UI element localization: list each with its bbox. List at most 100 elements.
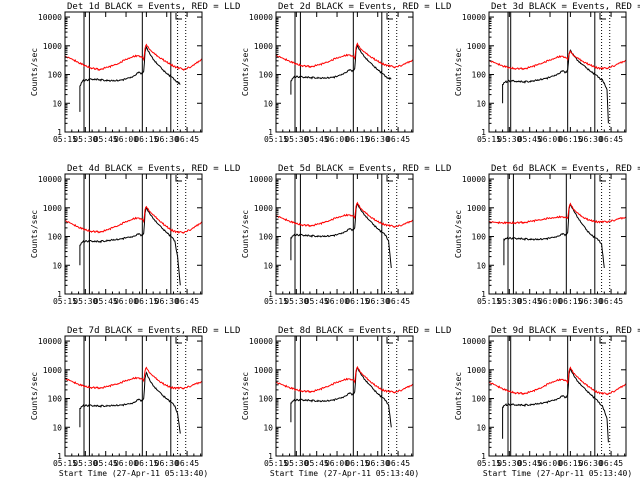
- x-tick-label: 05:15: [264, 297, 288, 306]
- flag-marker: [599, 175, 606, 182]
- x-tick-label: 05:15: [53, 135, 77, 144]
- x-tick-label: 06:30: [579, 135, 603, 144]
- y-tick-label: 1000: [467, 366, 486, 375]
- x-tick-label: 06:15: [558, 297, 582, 306]
- plot-frame: [64, 335, 203, 457]
- plot-frame: [64, 11, 203, 133]
- x-tick-label: 06:45: [386, 459, 410, 468]
- x-tick-label: 06:45: [175, 459, 199, 468]
- y-axis-label: Counts/sec: [30, 48, 39, 96]
- flag-marker: [386, 175, 393, 182]
- y-axis-label: Counts/sec: [241, 372, 250, 420]
- x-tick-label: 06:15: [345, 297, 369, 306]
- x-tick-label: 05:45: [518, 135, 542, 144]
- x-tick-label: 05:45: [94, 297, 118, 306]
- flag-marker: [599, 13, 606, 20]
- y-tick-label: 1: [268, 290, 273, 299]
- panel-title: Det 9d BLACK = Events, RED = LLD: [491, 326, 640, 336]
- x-tick-label: 06:45: [175, 135, 199, 144]
- x-tick-label: 05:45: [305, 135, 329, 144]
- flag-marker: [175, 337, 182, 344]
- lld-series-line: [489, 202, 626, 225]
- x-tick-label: 06:00: [114, 459, 138, 468]
- x-tick-label: 05:45: [305, 459, 329, 468]
- x-tick-label: 06:30: [579, 297, 603, 306]
- panel-title: Det 8d BLACK = Events, RED = LLD: [278, 326, 451, 336]
- y-tick-label: 10000: [38, 13, 62, 22]
- y-axis-label: Counts/sec: [30, 210, 39, 258]
- y-tick-label: 1000: [254, 366, 273, 375]
- x-tick-label: 06:45: [599, 459, 623, 468]
- y-tick-label: 1000: [43, 366, 62, 375]
- y-axis-label: Counts/sec: [241, 48, 250, 96]
- x-tick-label: 05:30: [284, 297, 308, 306]
- x-tick-label: 06:00: [325, 135, 349, 144]
- lld-series-line: [489, 366, 626, 396]
- x-tick-label: 05:45: [94, 135, 118, 144]
- x-tick-label: 06:45: [599, 135, 623, 144]
- events-series-line: [502, 49, 609, 124]
- x-tick-label: 05:15: [264, 135, 288, 144]
- y-tick-label: 10: [263, 261, 273, 270]
- x-tick-label: 05:45: [94, 459, 118, 468]
- x-tick-label: 06:15: [558, 459, 582, 468]
- x-tick-label: 05:30: [497, 135, 521, 144]
- flag-marker: [175, 13, 182, 20]
- detector-panel-8: Det 8d BLACK = Events, RED = LLD 1 10 100 10…: [241, 326, 451, 478]
- plot-frame: [275, 11, 414, 133]
- y-tick-label: 100: [48, 233, 63, 242]
- detector-panel-1: Det 1d BLACK = Events, RED = LLD 1 10 100 10…: [30, 2, 240, 144]
- events-series-line: [290, 44, 392, 95]
- x-tick-label: 05:15: [53, 297, 77, 306]
- events-series-line: [290, 202, 392, 269]
- y-tick-label: 1: [57, 452, 62, 461]
- y-tick-label: 10000: [462, 337, 486, 346]
- flag-marker: [599, 337, 606, 344]
- panel-title: Det 4d BLACK = Events, RED = LLD: [67, 164, 240, 174]
- y-tick-label: 1: [57, 128, 62, 137]
- x-tick-label: 06:30: [155, 459, 179, 468]
- flag-marker: [175, 175, 182, 182]
- lld-series-line: [276, 365, 413, 394]
- y-tick-label: 100: [472, 395, 487, 404]
- plot-frame: [488, 335, 627, 457]
- y-axis-label: Counts/sec: [454, 48, 463, 96]
- y-tick-label: 10000: [249, 337, 273, 346]
- y-tick-label: 1000: [467, 42, 486, 51]
- y-tick-label: 10: [476, 261, 486, 270]
- lld-series-line: [489, 50, 626, 71]
- x-tick-label: 06:15: [134, 297, 158, 306]
- y-tick-label: 10: [52, 423, 62, 432]
- y-tick-label: 10: [263, 423, 273, 432]
- y-tick-label: 1: [481, 128, 486, 137]
- detector-panel-5: Det 5d BLACK = Events, RED = LLD 1 10 100 10…: [241, 164, 451, 306]
- x-tick-label: 06:00: [325, 459, 349, 468]
- flag-marker: [386, 13, 393, 20]
- x-tick-label: 05:15: [264, 459, 288, 468]
- lld-series-line: [65, 43, 202, 71]
- x-tick-label: 06:00: [538, 135, 562, 144]
- x-tick-label: 05:30: [73, 135, 97, 144]
- y-tick-label: 1000: [467, 204, 486, 213]
- x-tick-label: 06:15: [558, 135, 582, 144]
- detector-panel-7: Det 7d BLACK = Events, RED = LLD 1 10 100 10…: [30, 326, 240, 478]
- x-tick-label: 06:15: [345, 459, 369, 468]
- events-series-line: [503, 203, 605, 269]
- x-tick-label: 06:00: [325, 297, 349, 306]
- y-axis-label: Counts/sec: [454, 372, 463, 420]
- x-tick-label: 05:45: [305, 297, 329, 306]
- y-tick-label: 100: [48, 395, 63, 404]
- lld-series-line: [276, 42, 413, 69]
- y-tick-label: 10: [263, 99, 273, 108]
- plot-frame: [64, 173, 203, 295]
- x-tick-label: 05:30: [497, 297, 521, 306]
- flag-marker: [386, 337, 393, 344]
- x-tick-label: 06:30: [155, 135, 179, 144]
- detector-panel-6: Det 6d BLACK = Events, RED = LLD 1 10 100 10…: [454, 164, 640, 306]
- y-tick-label: 10: [52, 99, 62, 108]
- y-tick-label: 10000: [38, 175, 62, 184]
- x-tick-label: 05:15: [477, 297, 501, 306]
- panel-title: Det 7d BLACK = Events, RED = LLD: [67, 326, 240, 336]
- y-tick-label: 1: [481, 290, 486, 299]
- x-tick-label: 06:45: [386, 135, 410, 144]
